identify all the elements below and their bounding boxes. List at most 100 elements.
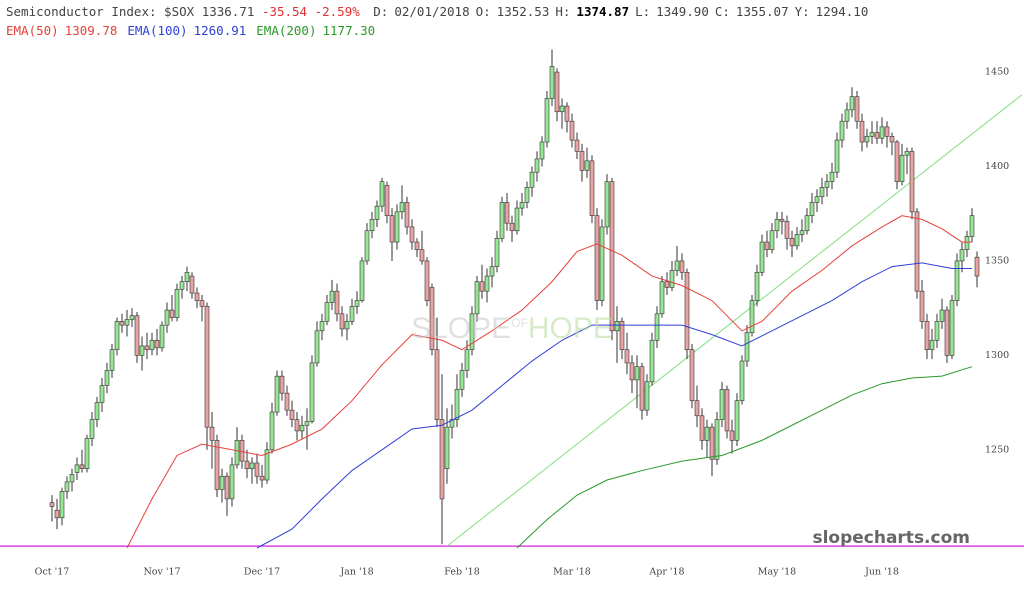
candle-body <box>674 260 680 271</box>
candle-body <box>829 171 835 182</box>
candle-body <box>439 419 445 500</box>
candle-body <box>404 202 410 228</box>
candle-body <box>939 309 945 322</box>
candle-body <box>399 202 405 213</box>
candle-body <box>694 400 700 417</box>
candle-body <box>854 96 860 122</box>
legend-name: EMA(200) <box>256 23 316 38</box>
field-value: 1355.07 <box>736 4 789 19</box>
y-tick-label: 1450 <box>985 67 1009 78</box>
field-value: 02/01/2018 <box>394 4 469 19</box>
candle-body <box>839 120 845 141</box>
candle-body <box>629 362 635 381</box>
candle-body <box>294 419 300 432</box>
candle-body <box>569 120 575 141</box>
candle-body <box>164 309 170 326</box>
candle-body <box>904 151 910 156</box>
candle-body <box>124 319 130 326</box>
candle-body <box>319 321 325 332</box>
candle-body <box>104 370 110 386</box>
candle-body <box>639 366 645 411</box>
candle-body <box>579 151 585 171</box>
header-last: 1336.71 <box>202 4 255 19</box>
candle-body <box>649 339 655 383</box>
candle-body <box>929 339 935 351</box>
candle-body <box>139 345 145 356</box>
candle-body <box>409 226 415 243</box>
candle-body <box>749 300 755 334</box>
candle-body <box>219 475 225 490</box>
candle-body <box>814 196 820 203</box>
candle-body <box>199 300 205 307</box>
candle-body <box>489 266 495 277</box>
candle-body <box>229 464 235 500</box>
candle-body <box>914 211 920 292</box>
candle-body <box>289 409 295 420</box>
candle-body <box>284 392 290 411</box>
candle-body <box>739 360 745 401</box>
candle-body <box>584 160 590 171</box>
candle-body <box>474 281 480 315</box>
candle-body <box>589 160 595 216</box>
candle-body <box>149 339 155 351</box>
header-title: Semiconductor Index: $SOX <box>6 4 195 19</box>
candle-body <box>54 509 60 519</box>
x-tick-label: Apr '18 <box>648 567 684 578</box>
candle-body <box>689 349 695 401</box>
candle-body <box>194 292 200 301</box>
candle-body <box>109 349 115 371</box>
candle-body <box>899 154 905 182</box>
candle-body <box>679 260 685 273</box>
ema-line <box>256 262 972 549</box>
candle-body <box>824 181 830 188</box>
candle-body <box>864 136 870 143</box>
candle-body <box>159 324 165 349</box>
candle-body <box>174 288 180 318</box>
candle-body <box>614 321 620 332</box>
candle-body <box>874 132 880 139</box>
candle-body <box>314 330 320 364</box>
x-tick-label: Feb '18 <box>444 567 480 578</box>
candle-body <box>49 502 55 507</box>
legend-name: EMA(100) <box>127 23 187 38</box>
candle-body <box>879 126 885 139</box>
candle-body <box>559 105 565 113</box>
logo: SLOPEOFHOPE <box>411 312 613 345</box>
candle-body <box>944 309 950 356</box>
legend: EMA(50) 1309.78 EMA(100) 1260.91 EMA(200) 117… <box>6 23 375 38</box>
candle-body <box>884 126 890 137</box>
candle-body <box>189 275 195 294</box>
field-label: L: <box>635 4 650 19</box>
candle-body <box>509 222 515 232</box>
header: Semiconductor Index: $SOX 1336.71 -35.54… <box>6 4 868 19</box>
candle-body <box>969 215 975 237</box>
field-label: Y: <box>795 4 810 19</box>
candle-body <box>424 260 430 301</box>
candle-body <box>334 290 340 315</box>
legend-value: 1309.78 <box>65 23 118 38</box>
candle-body <box>759 241 765 273</box>
candle-body <box>309 362 315 422</box>
candle-body <box>554 71 560 113</box>
candle-body <box>299 424 305 432</box>
x-tick-label: Nov '17 <box>143 567 180 578</box>
candle-body <box>964 236 970 250</box>
candle-body <box>724 389 730 432</box>
candle-body <box>794 234 800 247</box>
ema-line <box>516 366 973 549</box>
candle-body <box>924 321 930 351</box>
candle-body <box>634 366 640 381</box>
candle-body <box>479 281 485 292</box>
candle-body <box>494 237 500 267</box>
candle-body <box>684 271 690 351</box>
candle-body <box>804 215 810 232</box>
candle-body <box>79 464 85 469</box>
candle-body <box>394 211 400 243</box>
legend-value: 1260.91 <box>194 23 247 38</box>
candle-body <box>524 187 530 203</box>
candle-body <box>859 120 865 143</box>
candle-body <box>269 411 275 451</box>
candle-body <box>604 181 610 228</box>
candle-body <box>434 349 440 420</box>
